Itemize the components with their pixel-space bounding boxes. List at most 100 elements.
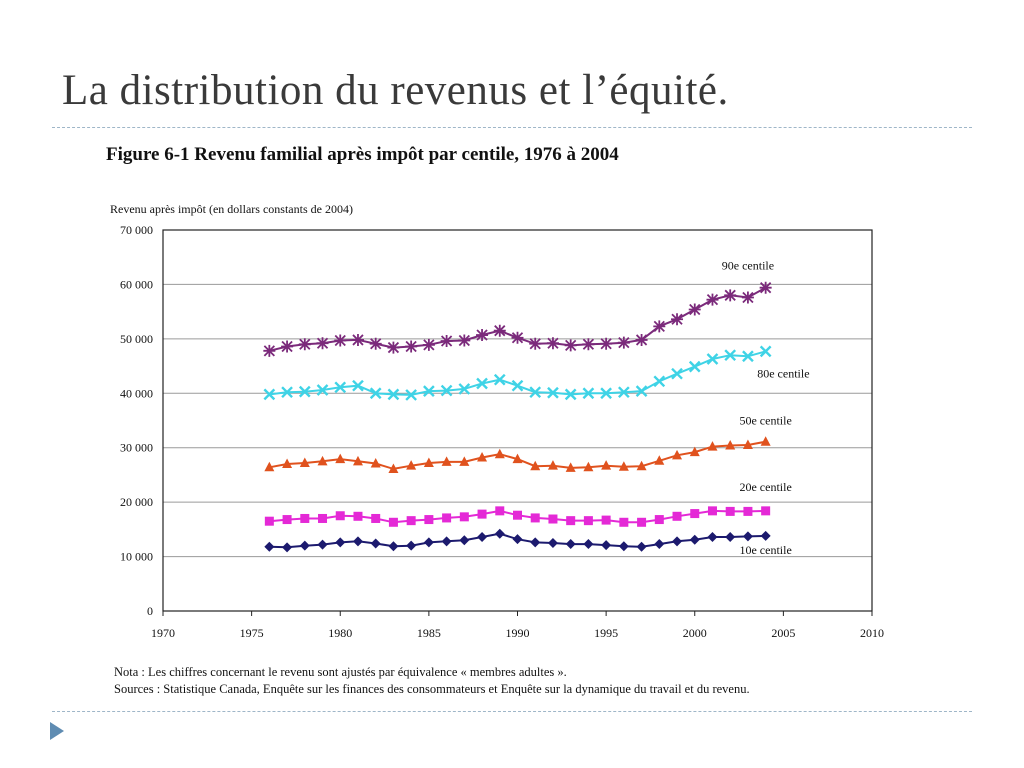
data-point (264, 516, 274, 526)
data-point (298, 385, 311, 398)
data-point (546, 337, 559, 350)
data-point (618, 541, 629, 552)
series-label: 50e centile (739, 414, 791, 428)
grid-lines (163, 283, 872, 558)
data-point (476, 329, 489, 342)
data-point (388, 517, 398, 527)
footer-divider (52, 711, 972, 712)
data-point (405, 340, 418, 353)
data-point (353, 511, 363, 521)
data-point (370, 538, 381, 549)
data-point (512, 453, 523, 464)
figure-title: Figure 6-1 Revenu familial après impôt p… (106, 144, 619, 165)
figure-sources: Sources : Statistique Canada, Enquête su… (114, 682, 750, 696)
data-point (317, 539, 328, 550)
x-tick-label: 2000 (683, 626, 707, 640)
data-point (724, 349, 737, 362)
data-point (440, 384, 453, 397)
data-point (406, 540, 417, 551)
data-point (459, 512, 469, 522)
data-point (548, 514, 558, 524)
data-point (653, 375, 666, 388)
data-point (335, 453, 346, 464)
data-point (636, 541, 647, 552)
data-point (530, 537, 541, 548)
data-point (281, 386, 293, 399)
x-tick-label: 1975 (240, 626, 264, 640)
y-tick-label: 40 000 (120, 386, 153, 400)
data-point (619, 517, 629, 527)
data-point (442, 513, 452, 523)
data-point (388, 463, 399, 473)
data-point (743, 506, 753, 516)
y-axis-label: Revenu après impôt (en dollars constants… (110, 202, 353, 216)
data-point (282, 458, 293, 469)
data-point (459, 535, 470, 546)
data-point (424, 515, 434, 525)
data-point (601, 460, 612, 470)
data-point (725, 531, 736, 542)
y-tick-label: 50 000 (120, 332, 153, 346)
data-point (654, 515, 664, 525)
data-point (725, 506, 735, 516)
data-point (654, 455, 665, 465)
y-tick-label: 20 000 (120, 495, 153, 509)
data-point (637, 517, 647, 527)
data-point (334, 334, 347, 347)
data-point (741, 291, 754, 304)
data-point (636, 460, 647, 471)
bullet-arrow-icon (50, 722, 64, 740)
data-point (282, 542, 293, 553)
title-divider (52, 127, 972, 128)
data-point (263, 344, 276, 357)
data-point (547, 386, 559, 399)
data-point (300, 513, 310, 523)
data-point (672, 536, 683, 547)
data-point (707, 531, 718, 542)
data-point (299, 540, 310, 551)
data-point (653, 320, 666, 333)
data-point (530, 513, 540, 523)
data-point (706, 353, 719, 365)
x-tick-label: 1985 (417, 626, 441, 640)
figure-note: Nota : Les chiffres concernant le revenu… (114, 665, 567, 679)
data-point (406, 516, 416, 526)
data-point (387, 388, 400, 401)
series-label: 90e centile (722, 259, 774, 273)
x-tick-label: 2005 (771, 626, 795, 640)
data-point (299, 457, 310, 467)
data-point (742, 531, 753, 542)
data-point (335, 511, 345, 521)
data-point (566, 516, 576, 526)
data-point (759, 345, 772, 358)
data-point (617, 336, 630, 349)
data-point (405, 389, 417, 401)
x-tick-label: 1980 (328, 626, 352, 640)
x-tick-label: 1970 (151, 626, 175, 640)
data-point (583, 539, 594, 550)
data-point (601, 540, 612, 551)
y-tick-label: 70 000 (120, 223, 153, 237)
series-line (269, 350, 766, 396)
data-point (761, 506, 771, 516)
data-point (654, 539, 665, 550)
data-point (706, 293, 719, 306)
data-point (318, 513, 328, 523)
data-point (387, 341, 400, 354)
axis-ticks: 0 10 000 20 000 30 000 40 000 50 000 60 000 70 … (120, 223, 884, 640)
y-tick-label: 0 (147, 604, 153, 618)
data-point (672, 511, 682, 521)
data-point (759, 281, 772, 294)
data-point (281, 340, 294, 353)
data-point (282, 515, 292, 525)
data-point (529, 386, 542, 399)
data-point (724, 289, 737, 302)
x-tick-label: 1990 (506, 626, 530, 640)
data-point (495, 506, 505, 516)
slide-title: La distribution du revenus et l’équité. (62, 67, 729, 114)
data-point (583, 461, 594, 472)
series-label: 10e centile (739, 543, 791, 557)
data-point (369, 387, 382, 400)
data-point (441, 536, 452, 547)
